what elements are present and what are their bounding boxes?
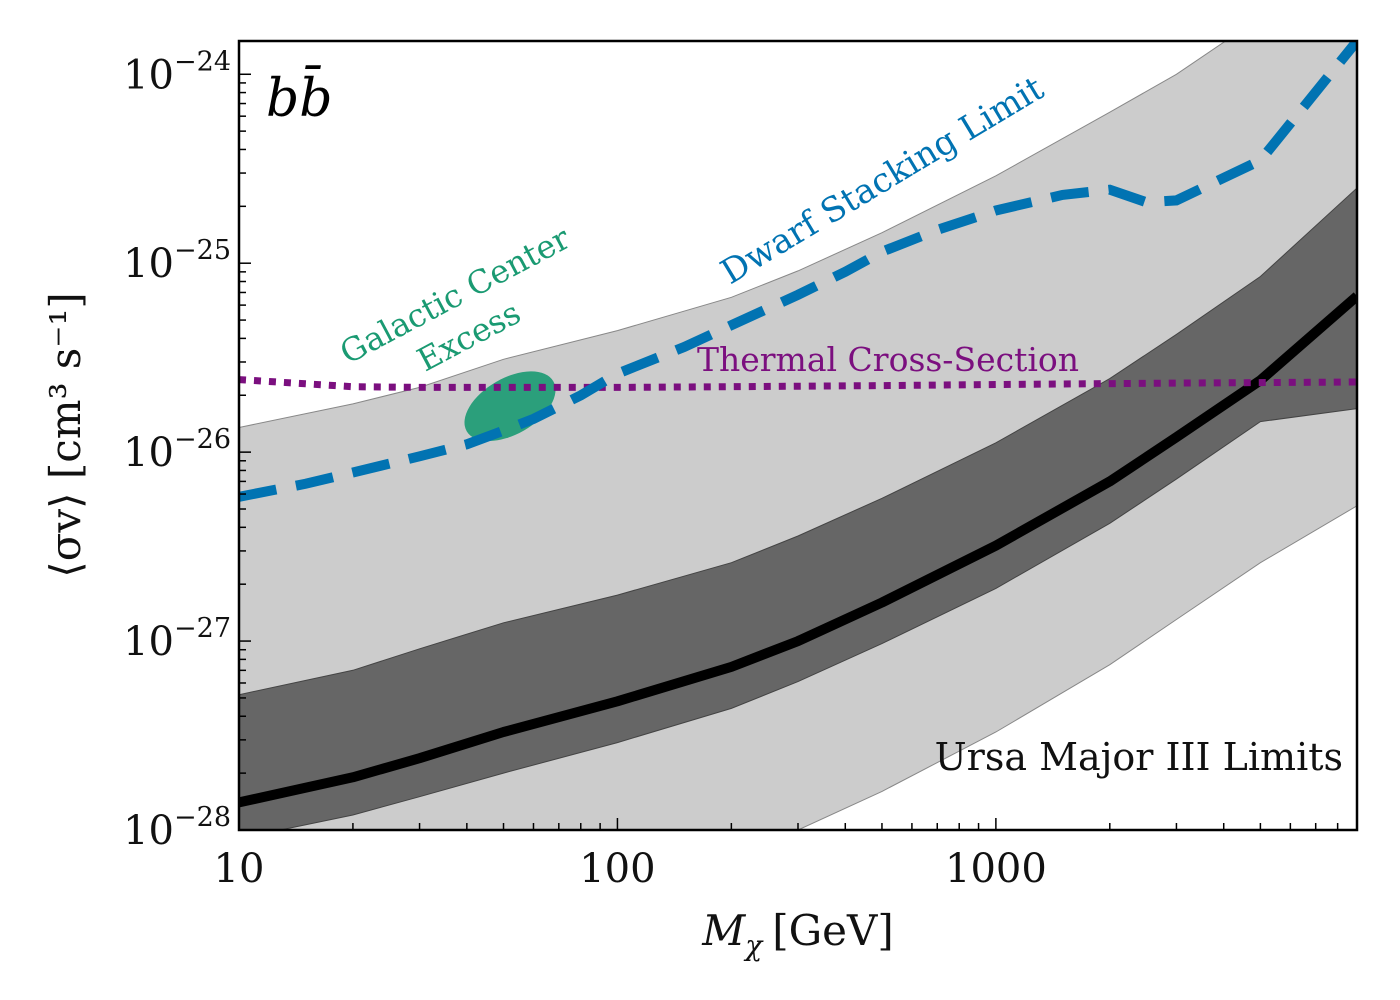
thermal-cross-section-label: Thermal Cross-Section (697, 340, 1079, 379)
x-tick-label: 1000 (945, 846, 1047, 892)
y-tick-base: 10 (123, 241, 174, 287)
y-tick-exponent: −28 (174, 802, 231, 833)
x-tick-label: 10 (214, 846, 265, 892)
dwarf-stacking-limit-line (239, 41, 1357, 502)
y-tick-label: 10−25 (123, 235, 231, 287)
x-axis-subscript: χ (743, 929, 764, 962)
y-tick-base: 10 (123, 619, 174, 665)
y-tick-label: 10−28 (123, 802, 231, 854)
x-axis-symbol: M (701, 906, 746, 955)
ursa-major-iii-limit-line (239, 292, 1357, 808)
plot-area (239, 41, 1357, 830)
x-axis-title: Mχ [GeV] (701, 906, 894, 962)
y-tick-label: 10−24 (123, 46, 231, 98)
y-tick-base: 10 (123, 808, 174, 854)
x-tick-labels: 10 100 1000 (214, 846, 1047, 892)
ursa-major-iii-label: Ursa Major III Limits (935, 735, 1343, 779)
x-tick-label: 100 (579, 846, 655, 892)
x-axis-unit: [GeV] (772, 906, 894, 955)
y-tick-exponent: −26 (174, 424, 231, 455)
y-axis-title: ⟨σv⟩ [cm³ s⁻¹] (41, 292, 90, 577)
band-68-percent (239, 187, 1357, 830)
y-tick-exponent: −27 (174, 613, 231, 644)
y-tick-exponent: −24 (174, 46, 231, 77)
y-tick-label: 10−27 (123, 613, 231, 665)
y-tick-exponent: −25 (174, 235, 231, 266)
y-tick-base: 10 (123, 52, 174, 98)
axis-ticks (238, 73, 1358, 831)
thermal-cross-section-line (239, 376, 1357, 391)
y-tick-base: 10 (123, 430, 174, 476)
y-tick-label: 10−26 (123, 424, 231, 476)
channel-label: bb̄ (266, 66, 333, 129)
